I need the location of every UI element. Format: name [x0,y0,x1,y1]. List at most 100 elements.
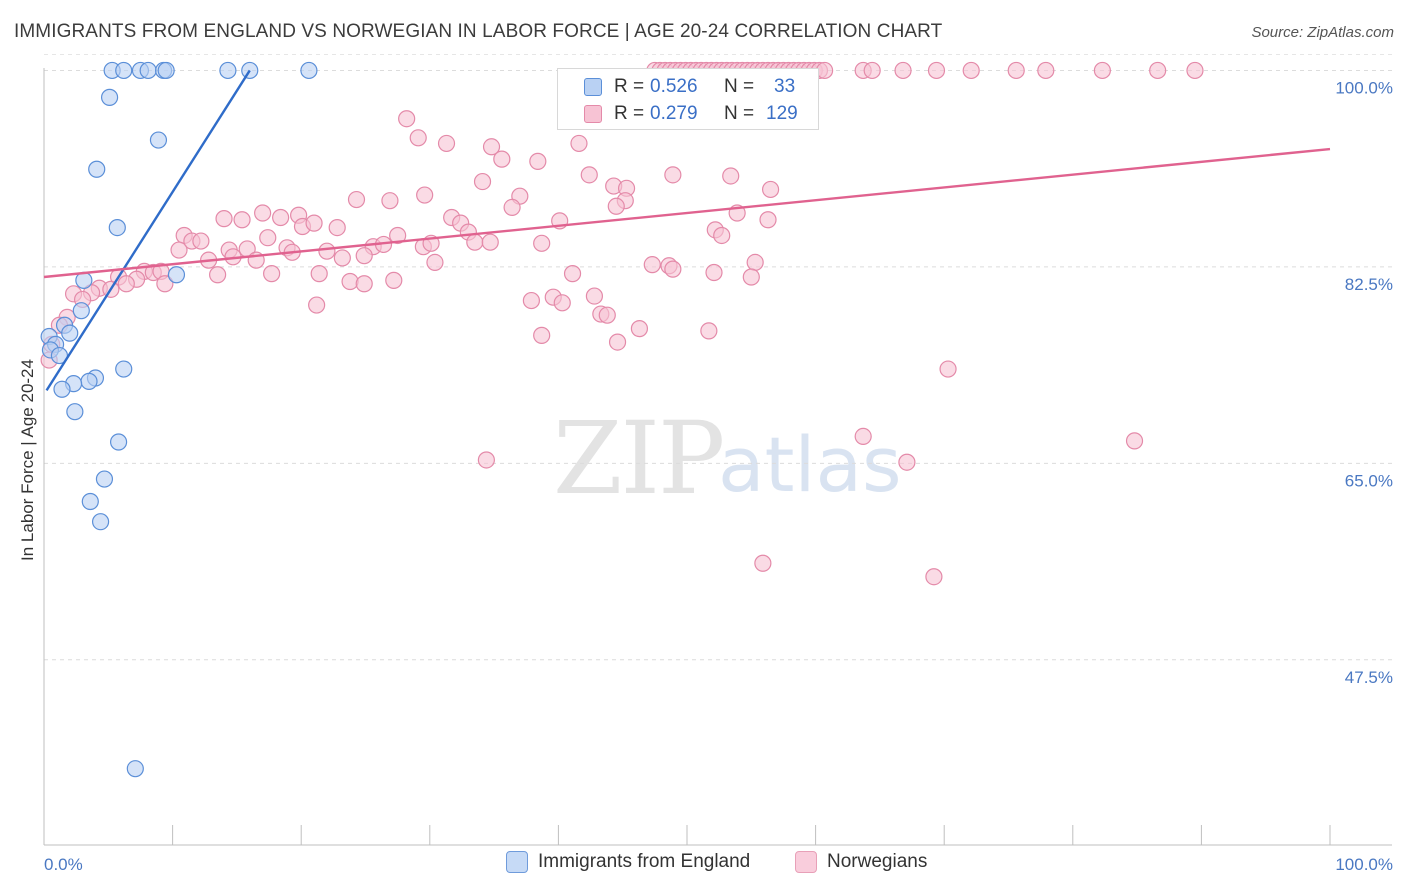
point-norwegian [477,451,495,469]
legend-n-value: 33 [774,76,796,97]
point-norwegian [308,296,326,314]
point-norwegian [341,272,359,291]
point-norwegian [713,226,731,245]
point-norwegian [608,333,627,351]
y-tick-label: 47.5% [1345,668,1393,687]
point-england [81,492,99,511]
legend-item-norwegians[interactable]: Norwegians [795,851,927,873]
point-norwegian [117,275,135,293]
point-norwegian [585,287,604,305]
point-norwegian [927,61,946,80]
point-norwegian [466,233,484,251]
point-norwegian [215,210,233,228]
legend-swatch-norwegians [584,105,602,123]
legend-swatch-england [584,78,602,96]
point-england [88,160,106,178]
legend-label-england: Immigrants from England [538,851,751,872]
point-england [126,760,144,778]
point-norwegian [722,167,740,185]
tick-labels: 47.5% 65.0% 82.5% 100.0% 0.0% 100.0% In Labor … [18,78,1393,874]
point-norwegian [493,150,511,168]
point-england [53,380,71,398]
point-england [109,433,128,451]
point-norwegian [355,247,373,265]
point-norwegian [156,275,174,293]
point-norwegian [503,198,521,216]
series-legend: Immigrants from England Norwegians [0,851,1406,879]
point-england [219,61,237,80]
point-england [80,372,98,390]
point-norwegian [580,166,598,184]
legend-swatch-england [506,851,528,873]
point-norwegian [570,134,588,153]
point-norwegian [533,326,551,344]
point-norwegian [192,232,210,250]
point-norwegian [664,166,682,184]
x-tick-label-max: 100.0% [1335,855,1393,874]
point-england [95,470,114,488]
point-norwegian [1007,61,1025,80]
point-norwegian [1149,61,1167,80]
y-axis-label: In Labor Force | Age 20-24 [18,359,37,561]
point-england [157,61,175,80]
watermark-zip: ZIP [553,400,725,517]
point-norwegian [310,265,328,283]
point-norwegian [170,241,188,259]
trend-lines [43,69,1331,392]
point-norwegian [754,554,772,572]
point-norwegian [209,266,227,284]
point-norwegian [1125,432,1144,450]
point-norwegian [533,234,551,252]
trend-line-england [45,69,251,392]
point-norwegian [761,180,780,199]
point-norwegian [416,186,434,204]
point-norwegian [939,360,957,378]
point-norwegian [898,453,916,471]
x-tick-label-min: 0.0% [44,855,83,874]
point-england [115,360,133,378]
y-tick-label: 65.0% [1345,471,1393,490]
point-england [139,61,157,80]
gridlines [44,53,1392,661]
point-norwegian [328,219,346,237]
point-norwegian [263,265,281,283]
y-tick-label: 82.5% [1345,275,1393,294]
point-england [300,61,318,80]
legend-r-value: 0.526 [650,76,698,97]
point-norwegian [347,190,366,209]
point-england [91,513,110,531]
point-norwegian [259,229,277,247]
point-norwegian [473,172,492,191]
point-norwegian [742,268,760,286]
y-tick-label: 100.0% [1335,78,1393,97]
point-norwegian [705,263,723,282]
point-norwegian [355,275,373,293]
point-norwegian [816,61,834,80]
point-england [167,266,186,284]
point-norwegian [854,427,872,445]
legend-item-england[interactable]: Immigrants from England [506,851,750,873]
legend-r-label: R = [614,76,645,97]
point-norwegian [894,61,912,80]
legend-r-value: 0.279 [650,103,698,124]
point-norwegian [630,320,649,338]
chart-title: IMMIGRANTS FROM ENGLAND VS NORWEGIAN IN … [14,21,943,42]
point-norwegian [759,211,777,229]
series-england [40,61,318,778]
legend-r-label: R = [614,103,645,124]
legend-row-norwegians: R = 0.279 N = 129 [584,101,798,127]
point-norwegian [563,265,582,283]
point-norwegian [409,129,427,147]
point-norwegian [962,61,980,80]
axes [43,68,1392,846]
point-norwegian [272,208,290,227]
series-norwegians [40,61,1204,586]
point-norwegian [1037,61,1055,80]
legend-n-label: N = [724,103,755,124]
point-norwegian [529,152,547,170]
point-england [72,302,90,320]
point-england [115,61,133,80]
point-norwegian [481,233,499,251]
legend-swatch-norwegians [795,851,817,873]
legend-n-value: 129 [766,103,798,124]
